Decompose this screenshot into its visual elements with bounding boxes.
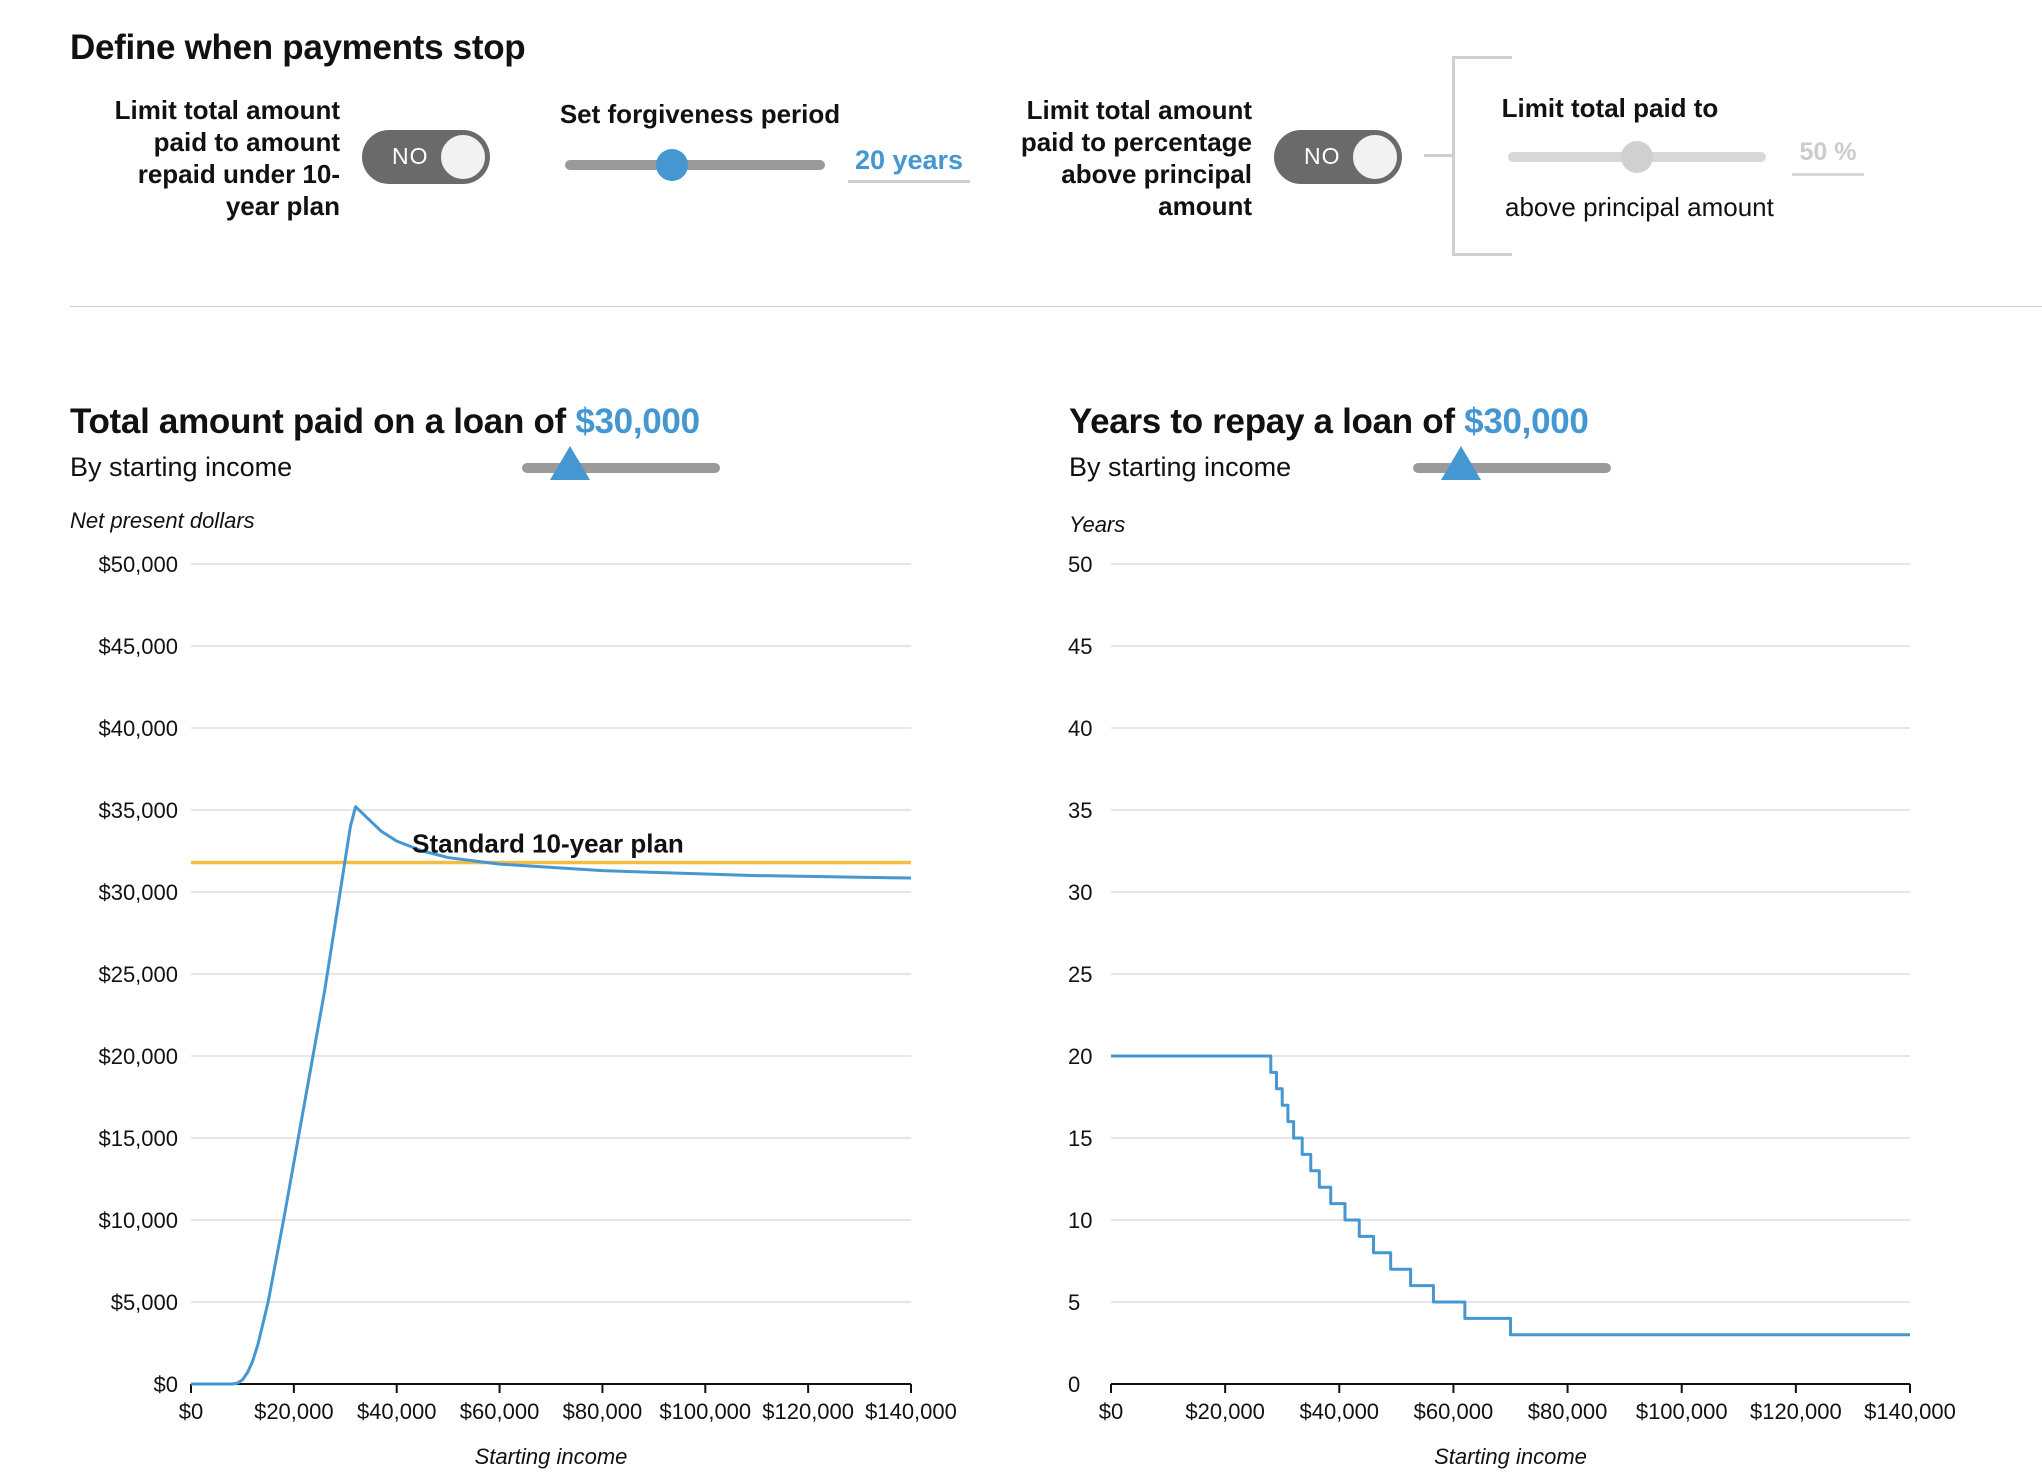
- y-tick-label: 5: [1068, 1290, 1080, 1315]
- limit-paid-slider-thumb[interactable]: [1621, 141, 1653, 173]
- x-tick-label: $20,000: [1185, 1399, 1265, 1424]
- forgiveness-label: Set forgiveness period: [559, 99, 841, 129]
- toggle-knob: [1351, 133, 1399, 181]
- x-tick-label: $120,000: [1750, 1399, 1842, 1424]
- y-tick-label: 15: [1068, 1126, 1092, 1151]
- x-tick-label: $40,000: [357, 1399, 437, 1424]
- y-tick-label: 0: [1068, 1372, 1080, 1397]
- y-tick-label: 10: [1068, 1208, 1092, 1233]
- limit-pct-label: Limit total amount paid to percentage ab…: [1020, 95, 1252, 221]
- x-tick-label: $140,000: [1864, 1399, 1956, 1424]
- x-axis-title: Starting income: [475, 1444, 628, 1469]
- limit-paid-label: Limit total paid to: [1501, 93, 1719, 123]
- y-tick-label: 50: [1068, 552, 1092, 577]
- x-tick-label: $20,000: [254, 1399, 334, 1424]
- x-tick-label: $80,000: [1528, 1399, 1608, 1424]
- y-tick-label: 40: [1068, 716, 1092, 741]
- limit-10yr-label: Limit total amount paid to amount repaid…: [114, 95, 340, 221]
- chart-subtitle: By starting income: [70, 452, 293, 482]
- loan-slider[interactable]: [522, 463, 720, 473]
- bracket-bottom: [1452, 253, 1512, 256]
- x-tick-label: $100,000: [1636, 1399, 1728, 1424]
- y-tick-label: 25: [1068, 962, 1092, 987]
- x-tick-label: $0: [179, 1399, 203, 1424]
- series-line: [191, 805, 912, 1386]
- x-tick-label: $80,000: [563, 1399, 643, 1424]
- bracket-line: [1452, 56, 1455, 256]
- y-tick-label: 45: [1068, 634, 1092, 659]
- y-tick-label: $10,000: [98, 1208, 178, 1233]
- loan-slider-handle[interactable]: [1440, 446, 1481, 480]
- x-tick-label: $60,000: [1414, 1399, 1494, 1424]
- y-tick-label: 30: [1068, 880, 1092, 905]
- limit-pct-toggle[interactable]: NO: [1274, 130, 1402, 184]
- y-tick-label: $50,000: [98, 552, 178, 577]
- x-tick-label: $60,000: [460, 1399, 540, 1424]
- total-paid-chart: $0 $5,000 $10,000 $15,000 $20,000 $25,000 $30,…: [98, 552, 957, 1469]
- forgiveness-slider[interactable]: [565, 160, 825, 170]
- loan-slider[interactable]: [1413, 463, 1611, 473]
- y-axis-title: Net present dollars: [70, 508, 255, 533]
- y-tick-label: $15,000: [98, 1126, 178, 1151]
- forgiveness-slider-thumb[interactable]: [655, 149, 688, 181]
- chart-title-text: Years to repay a loan of: [1069, 402, 1455, 441]
- loan-amount: $30,000: [575, 402, 700, 441]
- limit-paid-suffix: above principal amount: [1505, 192, 1774, 222]
- x-tick-label: $0: [1099, 1399, 1123, 1424]
- y-tick-label: 20: [1068, 1044, 1092, 1069]
- y-axis-title: Years: [1069, 512, 1126, 537]
- bracket-connector: [1424, 154, 1454, 157]
- toggle-text: NO: [392, 143, 429, 169]
- years-to-repay-chart: 0 5 10 15 20 25 30 35 40 45 50 $0 $20,000 $40,000 $60,…: [1068, 552, 1956, 1469]
- y-tick-label: $0: [154, 1372, 178, 1397]
- y-tick-label: 35: [1068, 798, 1092, 823]
- chart-title-total: Total amount paid on a loan of $30,000: [70, 402, 700, 442]
- y-tick-label: $45,000: [98, 634, 178, 659]
- chart-title-years: Years to repay a loan of $30,000: [1069, 402, 1589, 442]
- x-tick-label: $120,000: [762, 1399, 854, 1424]
- section-divider: [70, 306, 2042, 307]
- section-title: Define when payments stop: [70, 28, 526, 67]
- x-tick-label: $100,000: [659, 1399, 751, 1424]
- loan-slider-handle[interactable]: [549, 446, 590, 480]
- bracket-top: [1452, 56, 1512, 59]
- y-tick-label: $40,000: [98, 716, 178, 741]
- y-tick-label: $35,000: [98, 798, 178, 823]
- forgiveness-value[interactable]: 20 years: [848, 145, 970, 183]
- toggle-text: NO: [1304, 143, 1341, 169]
- series-line: [1111, 1054, 1910, 1337]
- x-tick-label: $40,000: [1300, 1399, 1380, 1424]
- x-tick-label: $140,000: [865, 1399, 957, 1424]
- limit-paid-value[interactable]: 50 %: [1792, 138, 1864, 176]
- limit-10yr-toggle[interactable]: NO: [362, 130, 490, 184]
- x-axis-title: Starting income: [1434, 1444, 1587, 1469]
- y-tick-label: $30,000: [98, 880, 178, 905]
- toggle-knob: [439, 133, 487, 181]
- y-tick-label: $25,000: [98, 962, 178, 987]
- chart-title-text: Total amount paid on a loan of: [70, 402, 566, 441]
- y-tick-label: $5,000: [111, 1290, 178, 1315]
- chart-subtitle: By starting income: [1069, 452, 1292, 482]
- loan-amount: $30,000: [1464, 402, 1589, 441]
- y-tick-label: $20,000: [98, 1044, 178, 1069]
- standard-plan-label: Standard 10-year plan: [412, 828, 684, 858]
